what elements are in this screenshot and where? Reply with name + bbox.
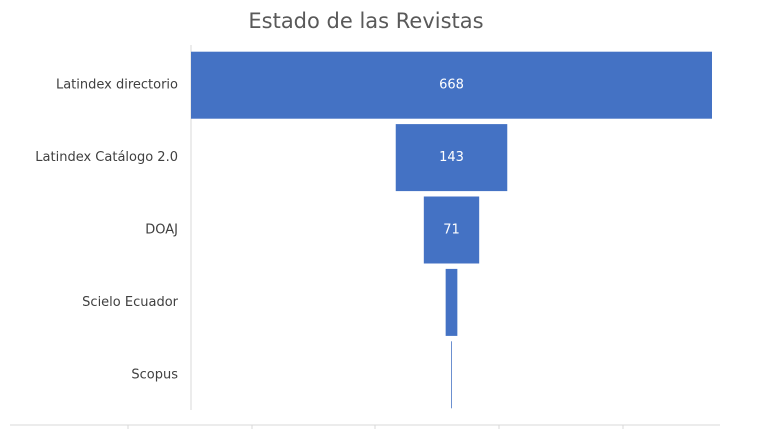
data-label: 668 (439, 78, 464, 93)
data-label: 143 (439, 150, 464, 165)
category-label: Scielo Ecuador (82, 295, 178, 310)
bar (191, 51, 712, 119)
bar (445, 268, 458, 336)
category-label: DOAJ (145, 223, 178, 238)
data-label: 71 (443, 223, 460, 238)
bar (451, 341, 452, 409)
category-label: Scopus (131, 367, 178, 382)
bottom-axis (10, 424, 720, 429)
category-label: Latindex directorio (56, 78, 178, 93)
bar (395, 124, 508, 192)
chart-title: Estado de las Revistas (248, 9, 483, 33)
bar (423, 196, 480, 264)
category-label: Latindex Catálogo 2.0 (35, 150, 178, 165)
